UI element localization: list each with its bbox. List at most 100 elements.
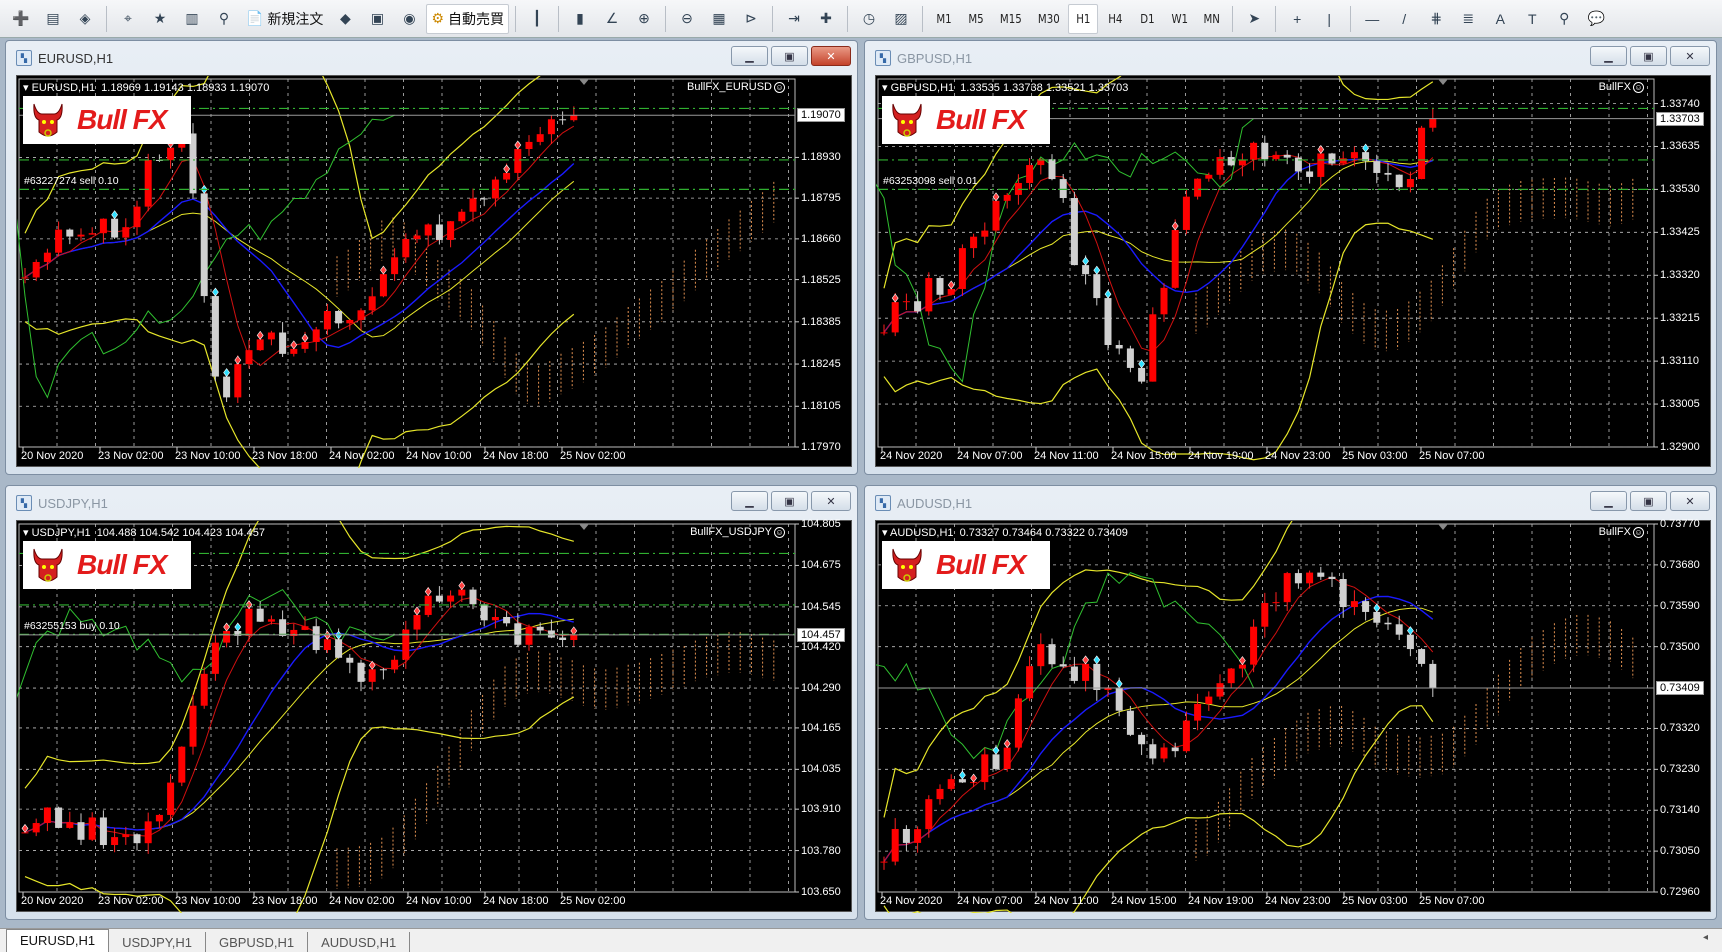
new-order-button[interactable]: 📄 新規注文 (241, 4, 328, 34)
zoom-in-button[interactable]: ⊕ (629, 4, 659, 34)
zoom-out-button[interactable]: ⊖ (672, 4, 702, 34)
window-controls: ▁ ▣ ✕ (731, 491, 851, 511)
tabs-scroll-left-icon[interactable]: ◂ (1702, 932, 1708, 943)
price-chart-gbpusd[interactable]: 1.33740 1.33635 1.33530 1.33425 1.33320 1.332… (875, 75, 1711, 467)
ohlc-header: ▾ EURUSD,H1 1.18969 1.19143 1.18933 1.190… (23, 81, 269, 94)
fibonacci-button[interactable]: ⋕ (1421, 4, 1451, 34)
signal-arrow-icon (413, 606, 421, 616)
tab-usdjpy[interactable]: USDJPY,H1 (109, 932, 206, 952)
tile-windows-button[interactable]: ▦ (704, 4, 734, 34)
market-watch-button[interactable]: ◈ (70, 4, 100, 34)
price-chart-audusd[interactable]: 0.73770 0.73680 0.73590 0.73500 0.73320 0.732… (875, 518, 1711, 913)
text-label-button[interactable]: T (1517, 4, 1547, 34)
timeframe-label: D1 (1140, 11, 1155, 26)
bar-chart-button[interactable]: ┃ (522, 4, 552, 34)
timeframe-m15[interactable]: M15 (993, 4, 1029, 34)
minimize-button[interactable]: ▁ (731, 46, 768, 66)
toolbar-separator (922, 5, 923, 32)
candles (21, 106, 578, 404)
close-button[interactable]: ✕ (1670, 491, 1710, 511)
chart-shift-button[interactable]: ⊳ (736, 4, 766, 34)
close-button[interactable]: ✕ (811, 491, 851, 511)
candle (1171, 229, 1179, 288)
chart-window-eurusd[interactable]: ▚ EURUSD,H1 ▁ ▣ ✕ 1.18930 1.18795 1.18660 1.1852… (5, 40, 858, 475)
price-axis-label: 1.33005 (1660, 398, 1700, 411)
favorites-button[interactable]: ★ (145, 4, 175, 34)
minimize-button[interactable]: ▁ (1590, 491, 1627, 511)
timeframe-h1[interactable]: H1 (1068, 3, 1099, 34)
collapse-triangle-icon[interactable]: ▾ (23, 527, 32, 539)
chat-button[interactable]: 💬 (1581, 4, 1611, 34)
timeframe-w1[interactable]: W1 (1164, 4, 1194, 34)
line-chart-button[interactable]: ∠ (597, 4, 627, 34)
metaeditor-button[interactable]: ◆ (330, 4, 360, 34)
maximize-button[interactable]: ▣ (771, 491, 808, 511)
profiles-button[interactable]: ▤ (38, 4, 68, 34)
timeframe-m30[interactable]: M30 (1031, 4, 1067, 34)
chart-shift-marker-icon (579, 524, 589, 530)
price-chart-eurusd[interactable]: 1.18930 1.18795 1.18660 1.18525 1.18385 1.182… (16, 75, 852, 468)
minimize-button[interactable]: ▁ (731, 491, 768, 511)
navigator-crosshair-button[interactable]: ⌖ (113, 4, 143, 34)
candle (1059, 179, 1067, 199)
horizontal-line-button[interactable]: — (1357, 4, 1387, 34)
market-button[interactable]: ▣ (362, 4, 392, 34)
new-chart-button[interactable]: ➕ (6, 4, 36, 34)
tenkan-line (883, 154, 1434, 353)
maximize-button[interactable]: ▣ (771, 46, 808, 66)
chart-canvas (17, 76, 799, 468)
fibo-fan-button[interactable]: ≣ (1453, 4, 1483, 34)
minimize-button[interactable]: ▁ (1590, 46, 1627, 66)
trendline-button[interactable]: / (1389, 4, 1419, 34)
chart-window-usdjpy[interactable]: ▚ USDJPY,H1 ▁ ▣ ✕ 104.805 104.675 104.545 104.42… (5, 485, 858, 920)
crosshair-button[interactable]: + (1282, 4, 1312, 34)
candle (925, 799, 933, 830)
signal-arrow-icon (234, 355, 242, 365)
candle (357, 662, 365, 682)
timeframe-mn[interactable]: MN (1196, 4, 1226, 34)
maximize-button[interactable]: ▣ (1630, 46, 1667, 66)
toolbar-separator (1350, 5, 1352, 32)
signal-arrow-icon (290, 340, 298, 350)
bull-fx-logo: Bull FX (882, 96, 1050, 144)
plot-frame (18, 523, 796, 893)
terminal-button[interactable]: ▥ (177, 4, 207, 34)
search-button[interactable]: ⚲ (1549, 4, 1579, 34)
periods-button[interactable]: ◷ (854, 4, 884, 34)
price-axis-label: 1.18105 (801, 400, 841, 413)
maximize-button[interactable]: ▣ (1630, 491, 1667, 511)
vertical-line-button[interactable]: | (1314, 4, 1344, 34)
strategy-tester-icon: ⚲ (218, 10, 230, 26)
timeframe-h4[interactable]: H4 (1100, 4, 1130, 34)
autoscroll-button[interactable]: ⇥ (779, 4, 809, 34)
collapse-triangle-icon[interactable]: ▾ (882, 527, 890, 539)
candle (947, 288, 955, 295)
close-button[interactable]: ✕ (811, 46, 851, 66)
timeframe-m5[interactable]: M5 (961, 4, 991, 34)
candle (1082, 663, 1090, 681)
timeframe-d1[interactable]: D1 (1132, 4, 1162, 34)
templates-button[interactable]: ▨ (886, 4, 916, 34)
signals-button[interactable]: ◉ (394, 4, 424, 34)
timeframe-m1[interactable]: M1 (929, 4, 959, 34)
tab-gbpusd[interactable]: GBPUSD,H1 (206, 932, 309, 952)
chart-window-gbpusd[interactable]: ▚ GBPUSD,H1 ▁ ▣ ✕ 1.33740 1.33635 1.33530 1.3342… (864, 40, 1717, 475)
collapse-triangle-icon[interactable]: ▾ (882, 82, 891, 94)
close-button[interactable]: ✕ (1670, 46, 1710, 66)
chart-window-audusd[interactable]: ▚ AUDUSD,H1 ▁ ▣ ✕ 0.73770 0.73680 0.73590 0.7350… (864, 485, 1717, 920)
candle (936, 278, 944, 295)
collapse-triangle-icon[interactable]: ▾ (23, 82, 32, 94)
price-chart-usdjpy[interactable]: 104.805 104.675 104.545 104.420 104.290 104.1… (16, 518, 852, 913)
indicators-button[interactable]: ✚ (811, 4, 841, 34)
autotrading-button[interactable]: ⚙ 自動売買 (426, 3, 509, 34)
candle (992, 200, 1000, 231)
tab-audusd[interactable]: AUDUSD,H1 (308, 932, 411, 952)
tab-eurusd[interactable]: EURUSD,H1 (6, 929, 110, 952)
strategy-tester-button[interactable]: ⚲ (209, 4, 239, 34)
candle (391, 659, 399, 670)
cursor-button[interactable]: ➤ (1239, 4, 1269, 34)
candle (970, 236, 978, 249)
text-button[interactable]: A (1485, 4, 1515, 34)
candlestick-button[interactable]: ▮ (565, 4, 595, 34)
toolbar-separator (665, 5, 666, 32)
